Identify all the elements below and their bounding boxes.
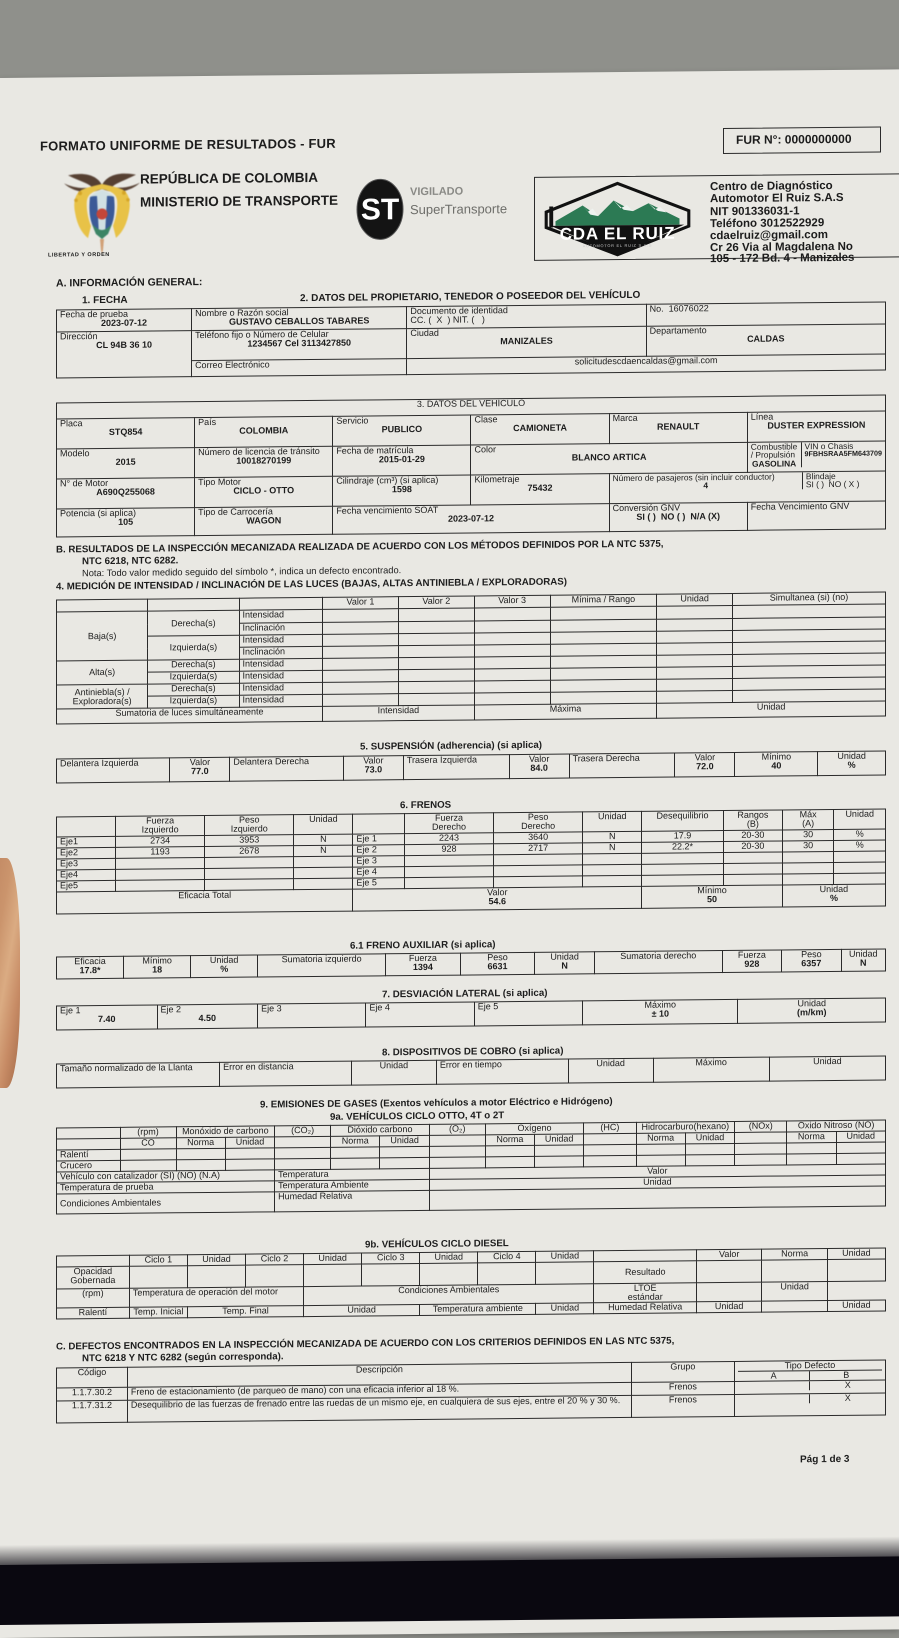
svg-text:ST: ST xyxy=(361,193,399,226)
svg-text:CDA EL RUIZ: CDA EL RUIZ xyxy=(560,224,676,244)
svg-text:AUTOMOTOR EL RUIZ S.A.S: AUTOMOTOR EL RUIZ S.A.S xyxy=(583,243,652,249)
